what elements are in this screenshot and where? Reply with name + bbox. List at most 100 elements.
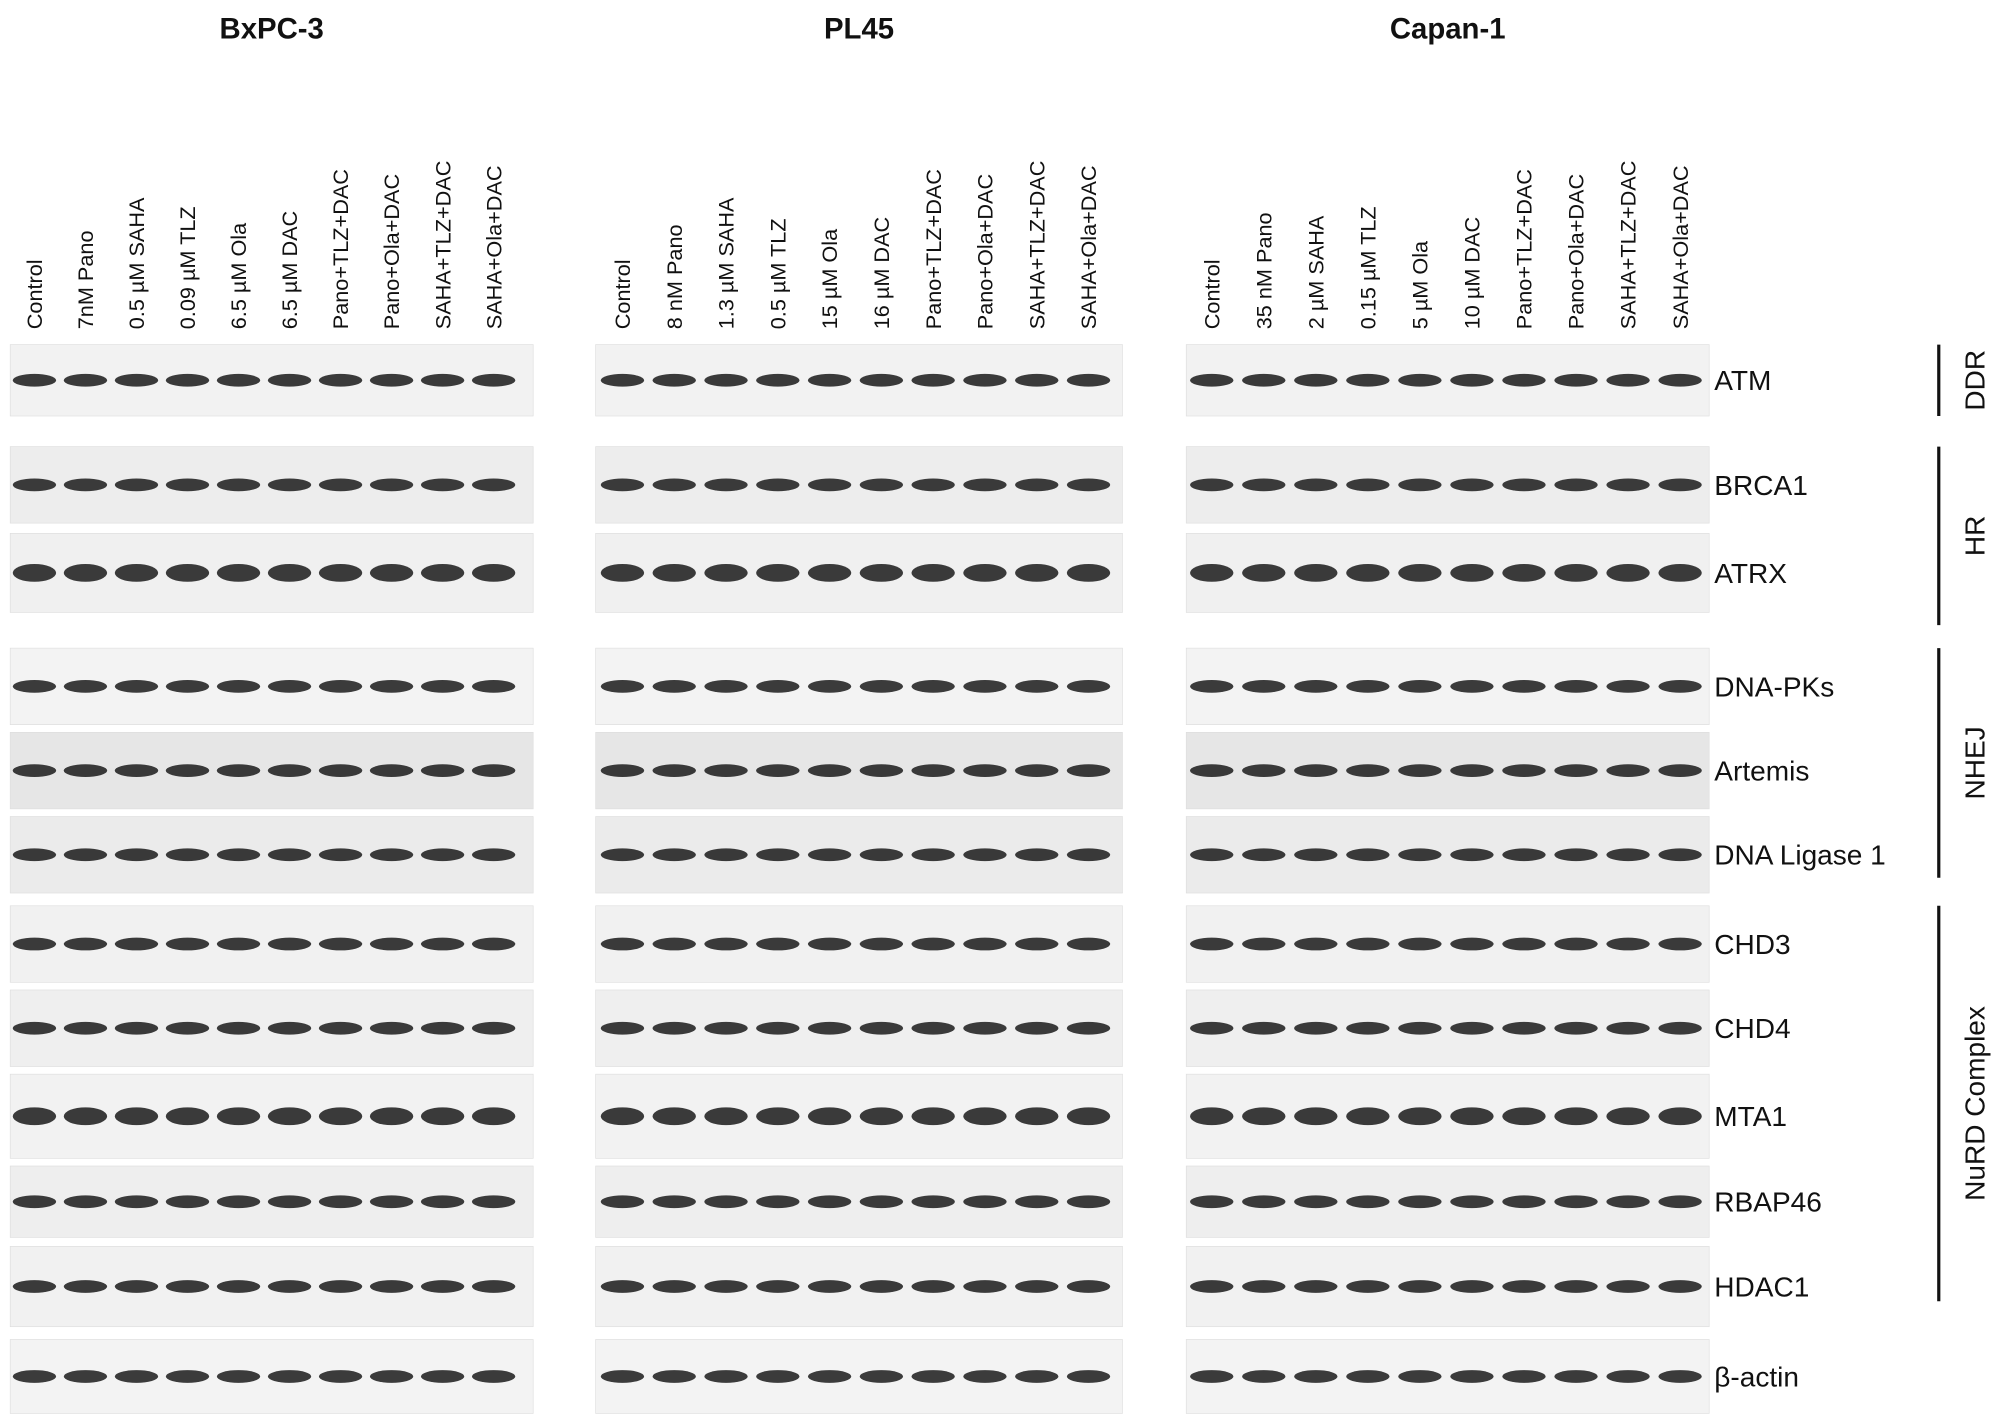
band	[807, 373, 852, 387]
band	[63, 1280, 108, 1293]
band	[963, 1370, 1007, 1383]
lane-label: SAHA+TLZ+DAC	[430, 161, 455, 330]
band	[1502, 373, 1546, 387]
band	[1398, 1370, 1442, 1383]
band	[1658, 764, 1702, 777]
band	[318, 680, 363, 693]
band	[165, 680, 210, 693]
band	[12, 1021, 57, 1035]
lane-label: 0.15 µM TLZ	[1356, 206, 1381, 329]
band	[652, 1107, 696, 1126]
band	[216, 1021, 261, 1035]
band	[859, 1021, 904, 1035]
band	[652, 1370, 696, 1383]
band	[1606, 1021, 1650, 1035]
protein-label: BRCA1	[1714, 470, 1808, 501]
band	[318, 563, 363, 582]
band	[369, 764, 414, 777]
band	[1502, 563, 1546, 582]
band	[859, 1370, 904, 1383]
lane-label: SAHA+Ola+DAC	[1668, 165, 1693, 329]
band	[471, 937, 516, 951]
band	[1658, 848, 1702, 862]
band	[652, 937, 696, 951]
band	[1658, 937, 1702, 951]
band	[911, 373, 955, 387]
group-label: HR	[1960, 516, 1991, 557]
band	[12, 764, 57, 777]
band	[963, 563, 1007, 582]
band	[1450, 1280, 1494, 1293]
band	[963, 680, 1007, 693]
band	[1346, 1195, 1390, 1209]
band	[1398, 680, 1442, 693]
band	[704, 1195, 748, 1209]
band	[267, 764, 312, 777]
band	[1015, 937, 1059, 951]
band	[63, 1021, 108, 1035]
band	[1450, 848, 1494, 862]
band	[165, 373, 210, 387]
band	[859, 373, 904, 387]
band	[1502, 1280, 1546, 1293]
band	[165, 1370, 210, 1383]
band	[1242, 373, 1286, 387]
band	[1015, 848, 1059, 862]
band	[1346, 478, 1390, 492]
band	[1294, 1195, 1338, 1209]
band	[1294, 764, 1338, 777]
band	[1294, 1280, 1338, 1293]
band	[369, 937, 414, 951]
band	[1015, 1107, 1059, 1126]
band	[63, 680, 108, 693]
band	[216, 764, 261, 777]
band	[963, 848, 1007, 862]
group-label: DDR	[1960, 350, 1991, 411]
band	[859, 937, 904, 951]
band	[216, 1280, 261, 1293]
band	[1346, 1280, 1390, 1293]
band	[1554, 937, 1598, 951]
band	[911, 937, 955, 951]
lane-label: Pano+Ola+DAC	[973, 174, 998, 329]
band	[1606, 1370, 1650, 1383]
band	[1294, 563, 1338, 582]
band	[1450, 478, 1494, 492]
band	[1554, 848, 1598, 862]
band	[1554, 764, 1598, 777]
lane-label: 8 nM Pano	[662, 224, 687, 329]
band	[756, 937, 800, 951]
lane-label: 15 µM Ola	[817, 228, 842, 329]
band	[1398, 937, 1442, 951]
band	[600, 680, 645, 693]
band	[807, 478, 852, 492]
band	[420, 1195, 465, 1209]
band	[114, 1370, 159, 1383]
band	[216, 478, 261, 492]
band	[318, 764, 363, 777]
lane-label: Control	[610, 259, 635, 329]
band	[1346, 1021, 1390, 1035]
band	[1450, 1107, 1494, 1126]
band	[756, 1370, 800, 1383]
band	[1015, 1370, 1059, 1383]
band	[807, 680, 852, 693]
band	[318, 478, 363, 492]
band	[12, 937, 57, 951]
band	[704, 563, 748, 582]
band	[652, 1021, 696, 1035]
band	[471, 563, 516, 582]
lane-label: Control	[22, 259, 47, 329]
band	[756, 680, 800, 693]
band	[1015, 1280, 1059, 1293]
band	[1346, 373, 1390, 387]
band	[652, 373, 696, 387]
band	[420, 848, 465, 862]
band	[1015, 1021, 1059, 1035]
band	[1242, 1280, 1286, 1293]
band	[704, 1107, 748, 1126]
band	[471, 1280, 516, 1293]
band	[420, 478, 465, 492]
band	[267, 1370, 312, 1383]
